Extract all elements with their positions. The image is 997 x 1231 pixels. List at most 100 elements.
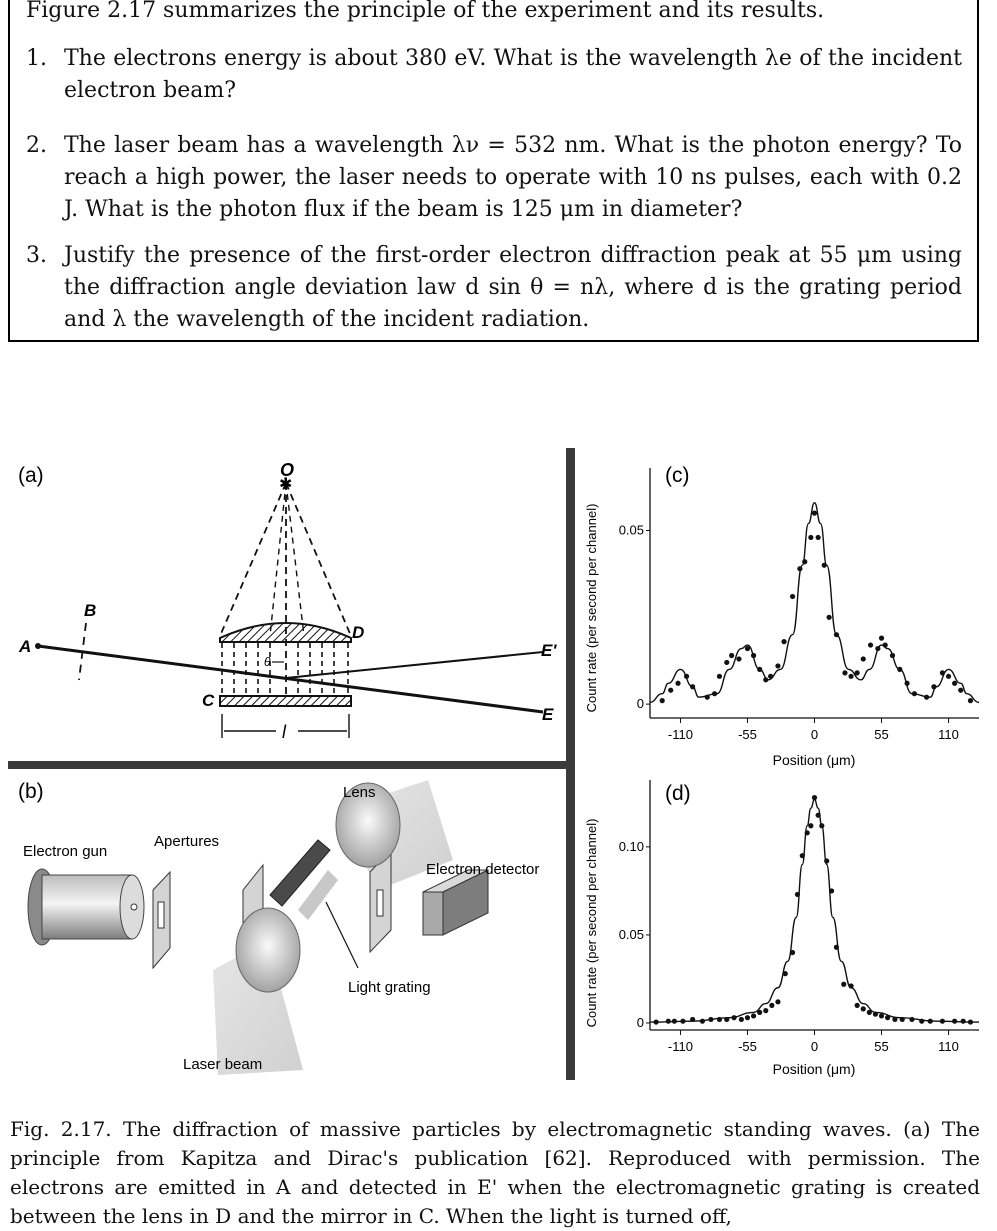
data-point (724, 1016, 730, 1023)
y-tick-label: 0.05 (619, 523, 644, 538)
data-point (731, 1015, 737, 1021)
data-point (716, 1016, 723, 1023)
data-point (736, 656, 742, 662)
data-point (939, 670, 946, 676)
question-2: 2. The laser beam has a wavelength λν = … (26, 130, 962, 226)
data-point (675, 680, 681, 686)
panel-b-label: (b) (18, 780, 44, 803)
fit-curve (649, 502, 980, 704)
data-point (854, 670, 860, 676)
data-point (797, 566, 803, 572)
figure-vertical-divider (566, 448, 575, 1080)
cone-left-line (219, 482, 287, 637)
length-l-label: l (282, 722, 287, 742)
x-axis-label: Position (μm) (773, 1061, 856, 1077)
light-grating (298, 870, 338, 920)
data-point (911, 691, 918, 697)
x-tick-label: 0 (811, 727, 818, 742)
x-tick-label: 110 (938, 727, 959, 742)
data-point (878, 1013, 885, 1019)
data-point (819, 823, 825, 829)
panel-a-diagram: O ✱ θ l A B C D E' E (a) (18, 460, 557, 742)
data-point (802, 559, 808, 565)
data-point (945, 673, 952, 679)
data-point (680, 1018, 686, 1024)
point-b-label: B (84, 601, 96, 620)
panel-c-label: (c) (665, 464, 690, 487)
data-point (952, 680, 958, 686)
data-point (824, 858, 830, 864)
electron-beam-ae (37, 644, 544, 714)
data-point (808, 534, 814, 541)
figure-horizontal-divider (8, 761, 568, 769)
data-point (757, 1009, 763, 1015)
data-point (775, 999, 781, 1005)
data-point (952, 1018, 958, 1024)
electron-detector-label: Electron detector (426, 861, 539, 878)
mirror-c (219, 695, 352, 707)
x-tick-label: 110 (938, 1039, 959, 1054)
question-box (8, 0, 979, 342)
data-point (811, 795, 818, 801)
x-tick-label: -110 (668, 1039, 693, 1054)
question-text: The laser beam has a wavelength λν = 532… (64, 133, 962, 222)
data-point (833, 944, 840, 950)
data-point (769, 1002, 775, 1008)
data-point (789, 593, 796, 600)
data-point (967, 1019, 974, 1025)
data-point (757, 666, 763, 672)
data-point (763, 1008, 769, 1014)
data-point (738, 1016, 744, 1023)
question-text: The electrons energy is about 380 eV. Wh… (64, 46, 962, 103)
lens-label: Lens (343, 784, 376, 801)
data-point (872, 1011, 879, 1017)
data-point (808, 823, 814, 829)
x-tick-label: 0 (811, 1039, 818, 1054)
data-point (841, 981, 847, 987)
data-point (931, 684, 937, 690)
data-point (860, 656, 866, 662)
electron-detector (422, 891, 444, 936)
data-point (704, 694, 710, 700)
data-point (716, 673, 723, 679)
x-tick-label: 55 (874, 727, 888, 742)
y-axis-label: Count rate (per second per channel) (584, 504, 599, 713)
data-point (866, 1009, 872, 1015)
source-star-icon: ✱ (279, 476, 292, 493)
data-point (927, 1018, 933, 1024)
mirror (269, 839, 331, 907)
data-point (833, 632, 840, 638)
question-number: 3. (26, 243, 47, 268)
cone-right-line (285, 482, 352, 637)
x-tick-label: 55 (874, 1039, 888, 1054)
diffracted-beam-e-prime (285, 651, 544, 679)
data-point (958, 687, 964, 693)
data-point (665, 1018, 671, 1024)
data-point (939, 1018, 946, 1024)
data-point (882, 642, 888, 648)
data-point (653, 1019, 659, 1025)
data-point (768, 673, 774, 679)
question-text: Justify the presence of the first-order … (64, 243, 962, 332)
data-point (750, 652, 757, 659)
y-axis-label: Count rate (per second per channel) (584, 819, 599, 1028)
data-point (885, 1015, 891, 1021)
data-point (878, 635, 885, 641)
data-point (781, 639, 787, 645)
point-o-label: O (280, 460, 294, 480)
panel-d-label: (d) (665, 782, 691, 805)
point-a-label: A (18, 637, 31, 656)
data-point (967, 698, 974, 704)
x-tick-label: -55 (738, 1039, 757, 1054)
data-point (729, 652, 735, 659)
electron-gun-label: Electron gun (23, 843, 107, 860)
data-point (763, 677, 769, 683)
data-point (826, 614, 832, 620)
data-point (924, 694, 930, 700)
data-point (668, 687, 674, 693)
lens-d (219, 622, 352, 643)
data-point (899, 1016, 905, 1023)
data-point (842, 670, 848, 676)
data-point (782, 971, 788, 977)
data-point (848, 983, 854, 989)
